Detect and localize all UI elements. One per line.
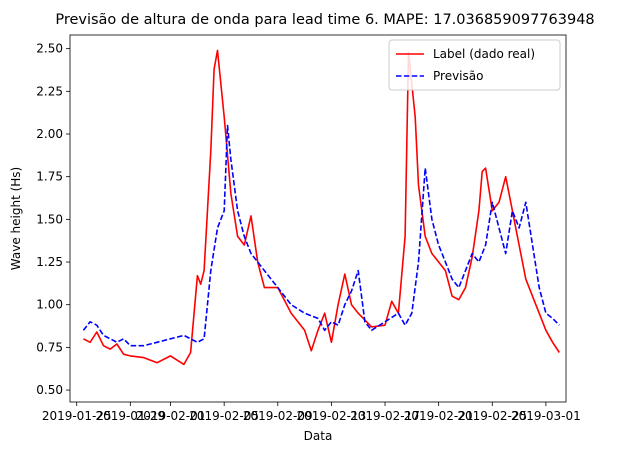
plot-frame <box>69 34 567 403</box>
y-tick-label: 1.50 <box>36 212 63 226</box>
x-tick-label: 2019-02-01 <box>136 409 206 423</box>
legend-entry: Label (dado real) <box>433 47 535 61</box>
y-tick-label: 2.25 <box>36 84 63 98</box>
y-tick-label: 1.00 <box>36 298 63 312</box>
y-axis-label: Wave height (Hs) <box>9 167 23 270</box>
x-tick-label: 2019-01-29 <box>95 409 165 423</box>
x-tick-label: 2019-02-09 <box>243 409 313 423</box>
y-tick-label: 1.75 <box>36 170 63 184</box>
x-tick-label: 2019-02-17 <box>350 409 420 423</box>
series-line-label <box>83 49 560 366</box>
y-tick-label: 0.75 <box>36 340 63 354</box>
x-axis: 2019-01-252019-01-292019-02-012019-02-05… <box>42 402 581 423</box>
x-tick-label: 2019-02-13 <box>297 409 367 423</box>
y-tick-label: 1.25 <box>36 255 63 269</box>
x-tick-label: 2019-03-01 <box>511 409 581 423</box>
y-tick-label: 0.50 <box>36 383 63 397</box>
plot-area <box>69 34 567 403</box>
x-axis-label: Data <box>304 429 333 443</box>
y-tick-label: 2.00 <box>36 127 63 141</box>
x-tick-label: 2019-02-05 <box>189 409 259 423</box>
legend: Label (dado real) Previsão <box>388 39 561 91</box>
y-tick-label: 2.50 <box>36 42 63 56</box>
x-tick-label: 2019-01-25 <box>42 409 112 423</box>
x-tick-label: 2019-02-21 <box>404 409 474 423</box>
legend-box <box>388 39 561 91</box>
y-axis: 0.50 0.75 1.00 1.25 1.50 1.75 2.00 2.25 2.50 <box>36 42 70 397</box>
plot-background <box>70 35 566 402</box>
x-tick-label: 2019-02-25 <box>457 409 527 423</box>
chart-title: Previsão de altura de onda para lead tim… <box>55 12 594 28</box>
legend-entry: Previsão <box>433 69 483 83</box>
